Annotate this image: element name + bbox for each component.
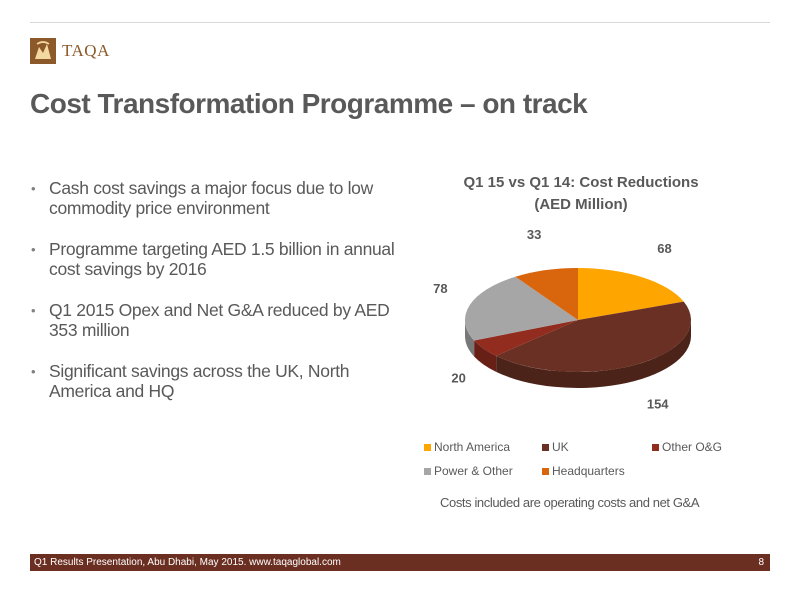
bullet-item: Significant savings across the UK, North… bbox=[30, 361, 410, 401]
chart-title-line: Q1 15 vs Q1 14: Cost Reductions bbox=[463, 174, 699, 191]
pie-slice-1 bbox=[578, 268, 684, 320]
legend-item: Headquarters bbox=[542, 464, 625, 478]
pie-data-label: 20 bbox=[451, 371, 465, 386]
pie-slices bbox=[465, 268, 691, 373]
bullet-item: Programme targeting AED 1.5 billion in a… bbox=[30, 239, 410, 279]
pie-data-label: 154 bbox=[647, 397, 669, 412]
page-number: 8 bbox=[758, 557, 764, 568]
footer-text: Q1 Results Presentation, Abu Dhabi, May … bbox=[34, 557, 341, 568]
pie-side-2 bbox=[496, 320, 691, 388]
bullet-item: Q1 2015 Opex and Net G&A reduced by AED … bbox=[30, 300, 410, 340]
legend-label: UK bbox=[552, 440, 569, 454]
pie-data-label: 68 bbox=[657, 241, 671, 256]
legend-swatch bbox=[542, 467, 549, 475]
chart-title-line: (AED Million) bbox=[534, 196, 628, 213]
legend-item: UK bbox=[542, 440, 569, 454]
taqa-logo-icon bbox=[30, 38, 56, 64]
legend-label: Headquarters bbox=[552, 464, 625, 478]
pie-side-3 bbox=[474, 340, 497, 372]
header-rule bbox=[30, 22, 770, 23]
legend-swatch bbox=[424, 467, 431, 475]
taqa-logo: TAQA bbox=[30, 37, 110, 65]
bullet-list: Cash cost savings a major focus due to l… bbox=[30, 178, 410, 422]
legend-swatch bbox=[652, 443, 659, 451]
pie-data-label: 78 bbox=[433, 281, 447, 296]
page-title: Cost Transformation Programme – on track bbox=[30, 88, 588, 119]
footer-bar: Q1 Results Presentation, Abu Dhabi, May … bbox=[30, 554, 770, 571]
pie-slice-4 bbox=[465, 276, 578, 341]
legend-label: Other O&G bbox=[662, 440, 723, 454]
legend-label: North America bbox=[434, 440, 511, 454]
legend-label: Power & Other bbox=[434, 464, 513, 478]
pie-data-labels: 68 154 20 78 33 bbox=[433, 227, 672, 412]
pie-side-4 bbox=[465, 320, 475, 357]
pie-chart: 68 154 20 78 33 bbox=[433, 227, 691, 412]
pie-slice-2 bbox=[496, 301, 691, 373]
pie-sides bbox=[465, 320, 691, 388]
legend-item: Other O&G bbox=[652, 440, 722, 454]
pie-slice-5 bbox=[515, 268, 578, 320]
pie-data-label: 33 bbox=[527, 227, 541, 242]
legend-swatch bbox=[542, 443, 549, 451]
brand-name: TAQA bbox=[62, 41, 110, 60]
pie-slice-3 bbox=[474, 320, 578, 356]
legend-swatch bbox=[424, 443, 431, 451]
legend-item: Power & Other bbox=[424, 464, 513, 478]
chart-title: Q1 15 vs Q1 14: Cost Reductions (AED Mil… bbox=[420, 172, 742, 216]
legend-item: North America bbox=[424, 440, 510, 454]
chart-note: Costs included are operating costs and n… bbox=[440, 495, 700, 510]
bullet-item: Cash cost savings a major focus due to l… bbox=[30, 178, 410, 218]
